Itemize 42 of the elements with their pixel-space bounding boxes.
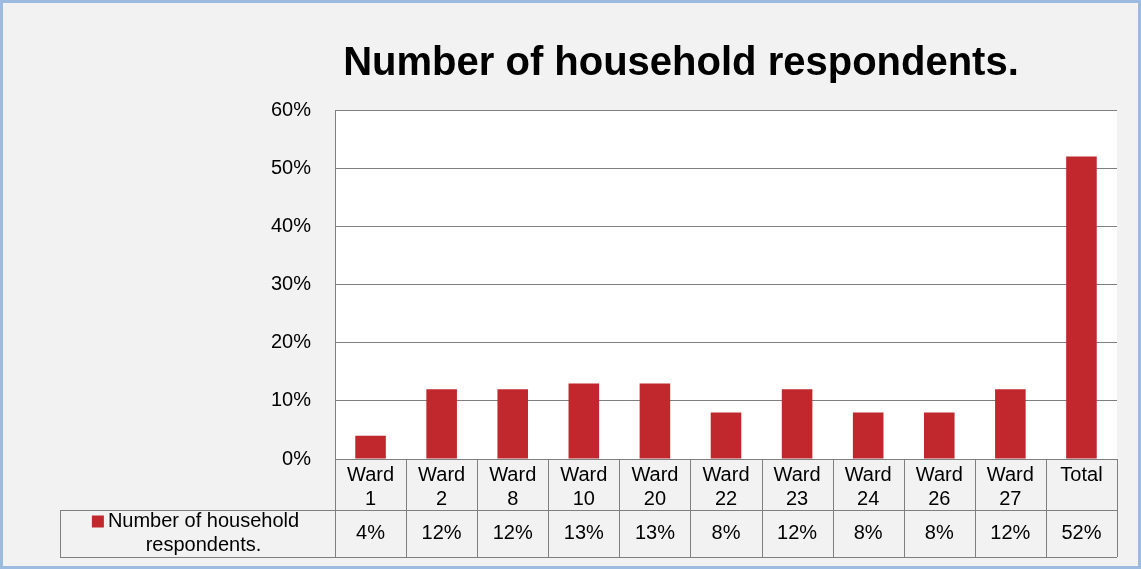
bar: [923, 412, 955, 459]
x-tick-label: Ward 10: [560, 462, 608, 509]
bar: [852, 412, 884, 459]
x-tick-label: Ward 1: [347, 462, 395, 509]
data-label: 13%: [563, 521, 605, 544]
y-tick-label: 40%: [270, 213, 312, 236]
y-tick-label: 10%: [270, 388, 312, 411]
x-tick-label: Ward 22: [702, 462, 750, 509]
x-tick-label: Ward 23: [773, 462, 821, 509]
x-tick-label: Ward 24: [844, 462, 892, 509]
data-label: 8%: [853, 521, 883, 544]
y-tick-label: 20%: [270, 330, 312, 353]
bar: [639, 383, 671, 459]
data-label: 12%: [492, 521, 533, 544]
y-tick-label: 30%: [270, 272, 312, 295]
y-tick-label: 50%: [270, 155, 312, 178]
bar: [568, 383, 600, 459]
x-tick-label: Total: [1060, 462, 1103, 485]
bar: [710, 412, 742, 459]
data-label: 8%: [711, 521, 741, 544]
bar: [426, 389, 457, 459]
data-label: 13%: [634, 521, 676, 544]
data-label: 52%: [1061, 521, 1102, 544]
data-label: 4%: [356, 521, 386, 544]
legend-label: Number of household respondents.: [107, 509, 300, 556]
bar: [781, 389, 813, 459]
y-tick-label: 0%: [282, 446, 312, 469]
x-tick-label: Ward 26: [915, 462, 963, 509]
data-label: 12%: [990, 521, 1031, 544]
bar: [355, 435, 386, 459]
chart-title: Number of household respondents.: [343, 39, 1019, 84]
data-label: 12%: [421, 521, 462, 544]
x-tick-label: Ward 27: [986, 462, 1034, 509]
data-label: 12%: [777, 521, 818, 544]
bar: [497, 389, 529, 459]
y-tick-label: 60%: [270, 97, 312, 120]
bar: [995, 389, 1026, 459]
x-tick-label: Ward 8: [489, 462, 537, 509]
x-tick-label: Ward 2: [418, 462, 466, 509]
bar: [1066, 156, 1097, 459]
x-tick-label: Ward 20: [631, 462, 679, 509]
data-label: 8%: [924, 521, 954, 544]
